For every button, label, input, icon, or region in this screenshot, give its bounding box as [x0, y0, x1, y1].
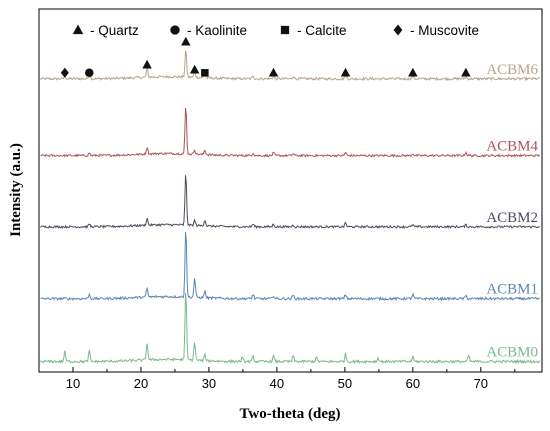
- series-label-acbm6: ACBM6: [486, 62, 538, 78]
- legend-label: - Kaolinite: [187, 23, 247, 38]
- series-label-acbm0: ACBM0: [486, 345, 538, 361]
- triangle-peak-marker: [340, 67, 351, 77]
- legend-label: - Quartz: [90, 23, 139, 38]
- diamond-peak-marker: [60, 67, 69, 78]
- triangle-peak-marker: [268, 67, 279, 77]
- plot-frame: [38, 8, 543, 373]
- x-tick-label: 60: [406, 376, 420, 391]
- legend: - Quartz - Kaolinite - Calcite - Muscovite: [72, 23, 479, 38]
- x-tick-label: 50: [338, 376, 352, 391]
- triangle-peak-marker: [461, 67, 471, 77]
- triangle-peak-marker: [189, 64, 200, 74]
- series-line-acbm1: [40, 231, 540, 302]
- peak-markers: [60, 36, 471, 78]
- series-line-acbm0: [39, 293, 541, 364]
- x-tick-label: 30: [202, 376, 216, 391]
- series-layer: ACBM6 ACBM4 ACBM2 ACBM1 ACBM0: [39, 50, 541, 364]
- x-axis-ticks: 10 20 30 40 50 60 70: [38, 367, 516, 391]
- square-peak-marker: [201, 69, 209, 77]
- diamond-legend-icon: [393, 24, 403, 36]
- triangle-peak-marker: [181, 36, 191, 46]
- circle-legend-icon: [170, 25, 180, 35]
- legend-label: - Muscovite: [410, 23, 479, 38]
- triangle-legend-icon: [72, 24, 84, 35]
- circle-peak-marker: [85, 68, 94, 78]
- triangle-peak-marker: [408, 67, 418, 77]
- x-tick-label: 20: [134, 376, 148, 391]
- triangle-peak-marker: [142, 59, 152, 69]
- series-label-acbm2: ACBM2: [486, 210, 538, 226]
- x-tick-label: 10: [66, 376, 80, 391]
- series-label-acbm1: ACBM1: [486, 282, 538, 298]
- x-tick-label: 70: [474, 376, 488, 391]
- square-legend-icon: [280, 25, 290, 35]
- x-tick-label: 40: [270, 376, 284, 391]
- x-axis-title: Two-theta (deg): [240, 406, 341, 422]
- series-line-acbm6: [40, 50, 540, 82]
- series-line-acbm4: [40, 107, 541, 158]
- y-axis-title: Intensity (a.u.): [8, 143, 24, 237]
- legend-label: - Calcite: [297, 23, 347, 38]
- series-line-acbm2: [40, 175, 540, 230]
- series-label-acbm4: ACBM4: [486, 139, 538, 155]
